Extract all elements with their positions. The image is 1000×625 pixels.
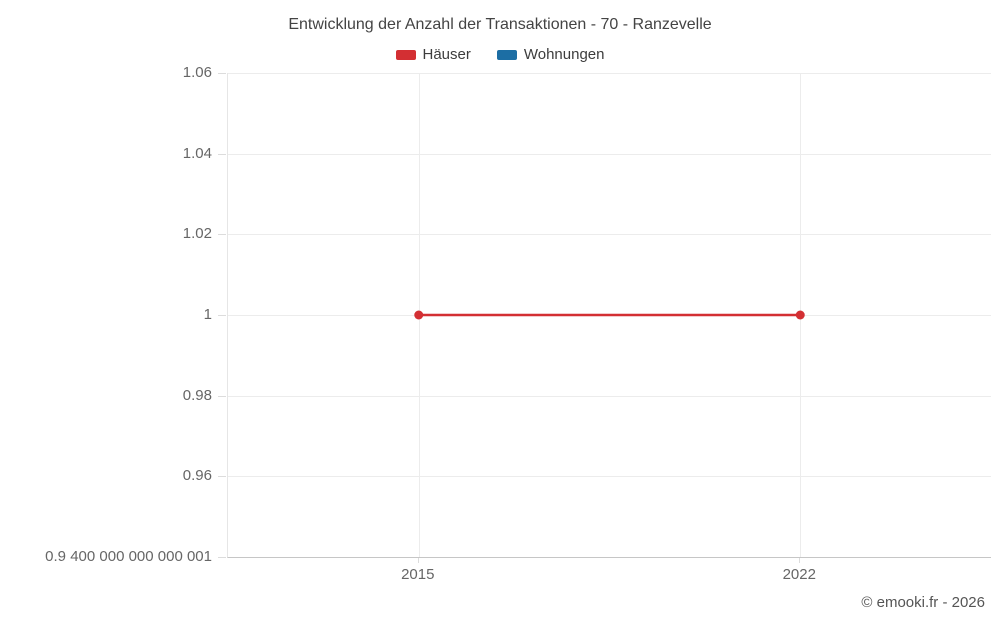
data-point-häuser	[414, 310, 424, 320]
gridline-horizontal	[228, 153, 991, 155]
footer-credit: © emooki.fr - 2026	[861, 594, 985, 611]
chart-legend: Häuser Wohnungen	[0, 46, 1000, 63]
x-axis-tick	[799, 558, 800, 563]
legend-swatch-haeuser	[395, 49, 416, 60]
y-axis-label: 1.04	[182, 144, 212, 162]
x-axis-tick	[418, 558, 419, 563]
y-axis-label: 0.96	[182, 467, 212, 485]
y-axis-label: 0.98	[182, 386, 212, 404]
gridline-horizontal	[228, 234, 991, 236]
y-axis-tick	[218, 476, 226, 477]
legend-item-wohnungen[interactable]: Wohnungen	[496, 46, 605, 63]
gridline-horizontal	[228, 476, 991, 478]
chart-title: Entwicklung der Anzahl der Transaktionen…	[288, 16, 712, 33]
y-axis-label: 1	[203, 306, 212, 323]
gridline-horizontal	[228, 395, 991, 397]
gridline-horizontal	[228, 73, 991, 74]
y-axis-tick	[218, 234, 226, 235]
legend-swatch-wohnungen	[496, 49, 517, 60]
y-axis-tick	[218, 315, 226, 316]
y-axis-label: 0.9 400 000 000 000 001	[45, 548, 212, 565]
y-axis-label: 1.02	[182, 225, 212, 243]
legend-label-haeuser: Häuser	[422, 46, 471, 63]
series-layer	[414, 310, 805, 320]
legend-label-wohnungen: Wohnungen	[523, 46, 605, 63]
legend-item-haeuser[interactable]: Häuser	[395, 46, 471, 63]
x-axis-label: 2015	[401, 566, 435, 583]
plot-area	[227, 73, 991, 558]
y-axis-label: 1.06	[182, 64, 212, 81]
y-axis-tick	[218, 73, 226, 74]
x-axis-label: 2022	[782, 566, 816, 583]
y-axis-tick	[218, 396, 226, 397]
y-axis-tick	[218, 154, 226, 155]
y-axis-tick	[218, 557, 226, 558]
data-point-häuser	[795, 310, 805, 320]
